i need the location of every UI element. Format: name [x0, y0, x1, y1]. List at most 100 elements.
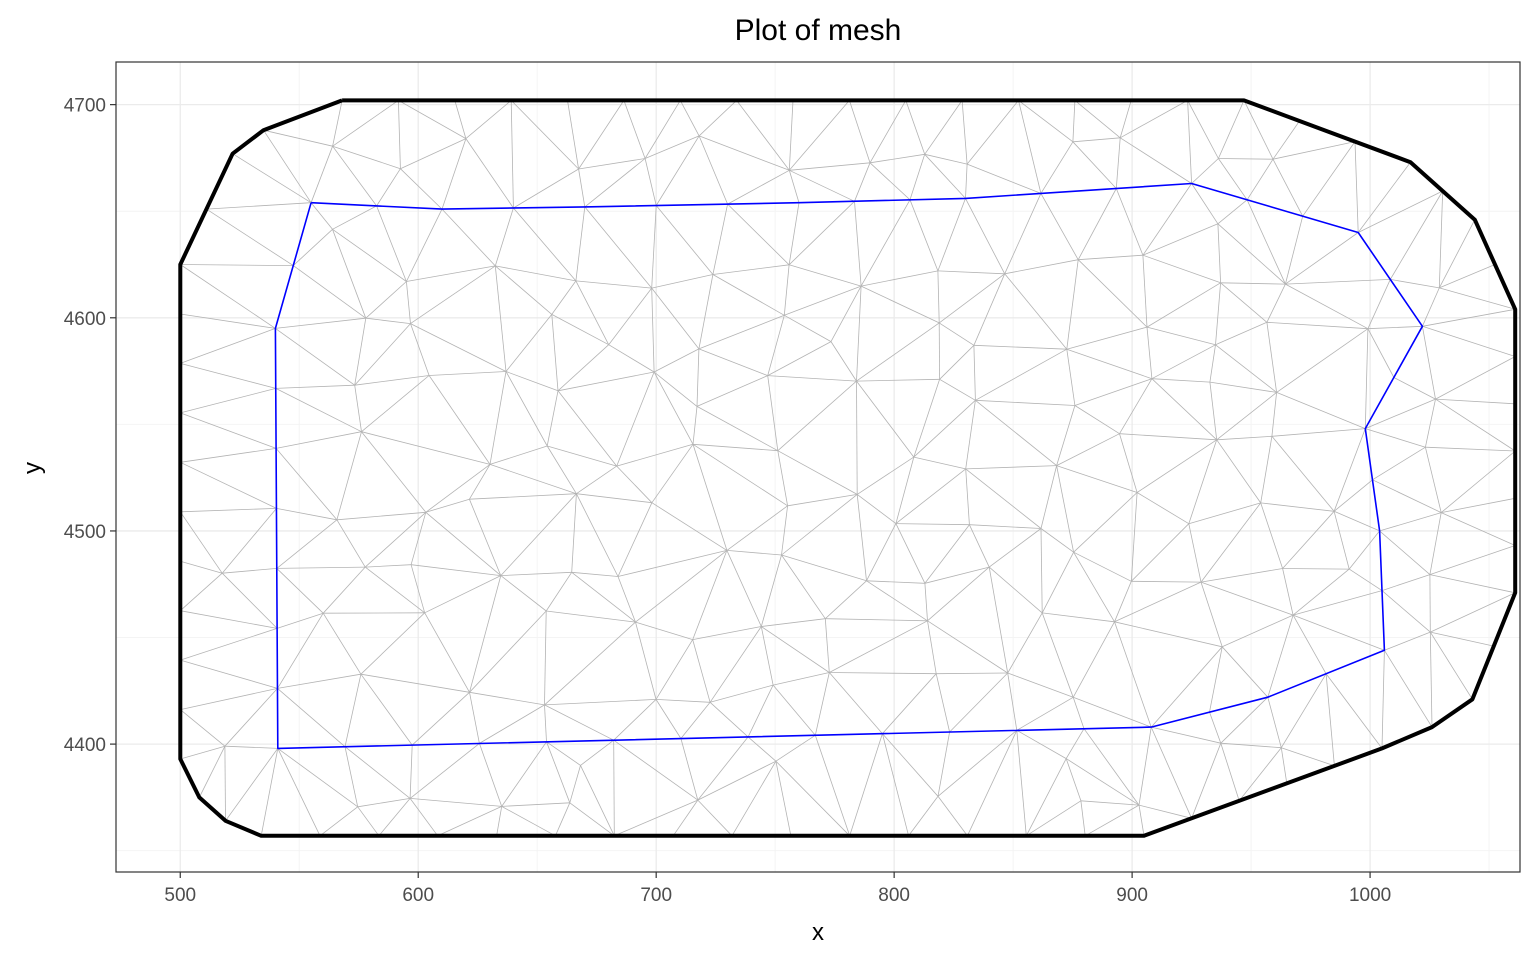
- mesh-edge: [364, 566, 425, 614]
- mesh-edge: [429, 371, 507, 376]
- mesh-edge: [965, 465, 1057, 470]
- mesh-edge: [263, 129, 333, 147]
- mesh-edge: [1220, 743, 1240, 801]
- mesh-edge: [1292, 614, 1385, 651]
- mesh-edge: [206, 202, 312, 210]
- mesh-edge: [1114, 621, 1223, 648]
- mesh-edge: [760, 626, 774, 686]
- mesh-edge: [788, 170, 800, 203]
- mesh-edge: [653, 348, 700, 373]
- mesh-edge: [1066, 349, 1076, 406]
- mesh-edge: [1007, 612, 1043, 674]
- mesh-edge: [1066, 326, 1148, 350]
- mesh-edge: [825, 618, 928, 622]
- mesh-edge: [712, 204, 728, 275]
- mesh-edge: [469, 691, 545, 706]
- mesh-edge: [1333, 511, 1350, 570]
- mesh-edge: [616, 371, 655, 467]
- mesh-edge: [1381, 574, 1431, 591]
- mesh-edge: [849, 733, 883, 836]
- mesh-edge: [410, 564, 426, 613]
- mesh-edge: [1114, 581, 1132, 622]
- mesh-edge: [736, 100, 790, 171]
- mesh-edge: [489, 445, 548, 465]
- mesh-edge: [1266, 321, 1368, 330]
- y-axis-ticks: 4400 4500 4600 4700: [64, 96, 116, 756]
- mesh-edge: [578, 158, 646, 170]
- mesh-edge: [1364, 328, 1369, 429]
- y-tick-label: 4700: [64, 96, 106, 117]
- mesh-edge: [1430, 592, 1516, 633]
- mesh-edge: [938, 322, 975, 346]
- mesh-edge: [275, 388, 362, 433]
- mesh-edge: [1238, 747, 1282, 802]
- mesh-edge: [860, 285, 940, 324]
- mesh-edge: [1151, 726, 1221, 744]
- grid-minor: [116, 62, 1520, 872]
- mesh-edge: [400, 138, 467, 170]
- mesh-edge: [623, 100, 646, 159]
- mesh-edge: [1025, 758, 1067, 836]
- y-tick-label: 4500: [64, 522, 106, 543]
- mesh-edge: [557, 390, 618, 467]
- mesh-edge: [679, 100, 700, 137]
- inner-boundary-line: [274, 182, 1424, 750]
- mesh-edge: [777, 380, 857, 451]
- mesh-edge: [275, 317, 366, 329]
- mesh-edge: [332, 228, 407, 282]
- mesh-edge: [569, 802, 615, 837]
- mesh-edge: [1200, 581, 1294, 616]
- mesh-edge: [544, 704, 614, 741]
- mesh-edge: [398, 100, 401, 169]
- mesh-edge: [1200, 581, 1223, 647]
- mesh-edge: [1429, 545, 1516, 575]
- mesh-edge: [613, 699, 657, 741]
- mesh-edge: [1072, 137, 1121, 143]
- mesh-edge: [332, 229, 367, 319]
- mesh-edge: [1209, 344, 1216, 383]
- mesh-edge: [975, 399, 1057, 466]
- mesh-edge: [653, 371, 698, 407]
- mesh-edge: [988, 566, 1043, 614]
- x-tick-label: 700: [640, 885, 672, 906]
- mesh-edge: [608, 344, 655, 373]
- mesh-edge: [644, 158, 657, 206]
- mesh-edge: [551, 280, 577, 315]
- mesh-edge: [1384, 650, 1433, 728]
- mesh-edge: [1200, 568, 1283, 583]
- mesh-edge: [1441, 512, 1516, 546]
- mesh-edge: [856, 494, 867, 581]
- mesh-edge: [1365, 398, 1436, 429]
- mesh-edge: [575, 280, 652, 289]
- mesh-edge: [365, 317, 411, 324]
- mesh-edge: [1056, 433, 1120, 466]
- mesh-edge: [276, 568, 324, 614]
- mesh-edge: [469, 692, 480, 744]
- mesh-edge: [616, 443, 694, 467]
- mesh-edge: [332, 100, 399, 147]
- mesh-edge: [180, 363, 276, 389]
- mesh-edge: [357, 798, 411, 808]
- mesh-edge: [1243, 100, 1274, 160]
- mesh-edge: [546, 741, 581, 766]
- mesh-edge: [275, 448, 338, 521]
- mesh-edge: [571, 571, 619, 577]
- mesh-edge: [696, 375, 768, 407]
- mesh-edge: [692, 626, 762, 640]
- mesh-edge: [584, 158, 646, 208]
- mesh-edge: [1285, 283, 1369, 330]
- mesh-edge: [789, 169, 855, 202]
- mesh-edge: [1016, 730, 1027, 836]
- mesh-edge: [783, 264, 790, 316]
- mesh-edge: [965, 468, 970, 525]
- mesh-edge: [180, 508, 277, 513]
- panel-border: [115, 61, 1521, 873]
- mesh-edge: [277, 688, 346, 748]
- mesh-edge: [277, 748, 358, 808]
- mesh-edge: [680, 702, 711, 739]
- mesh-edge: [1285, 279, 1391, 285]
- mesh-edge: [1136, 492, 1190, 525]
- mesh-edge: [814, 672, 830, 736]
- mesh-edge: [1325, 673, 1383, 749]
- mesh-edge: [505, 314, 553, 372]
